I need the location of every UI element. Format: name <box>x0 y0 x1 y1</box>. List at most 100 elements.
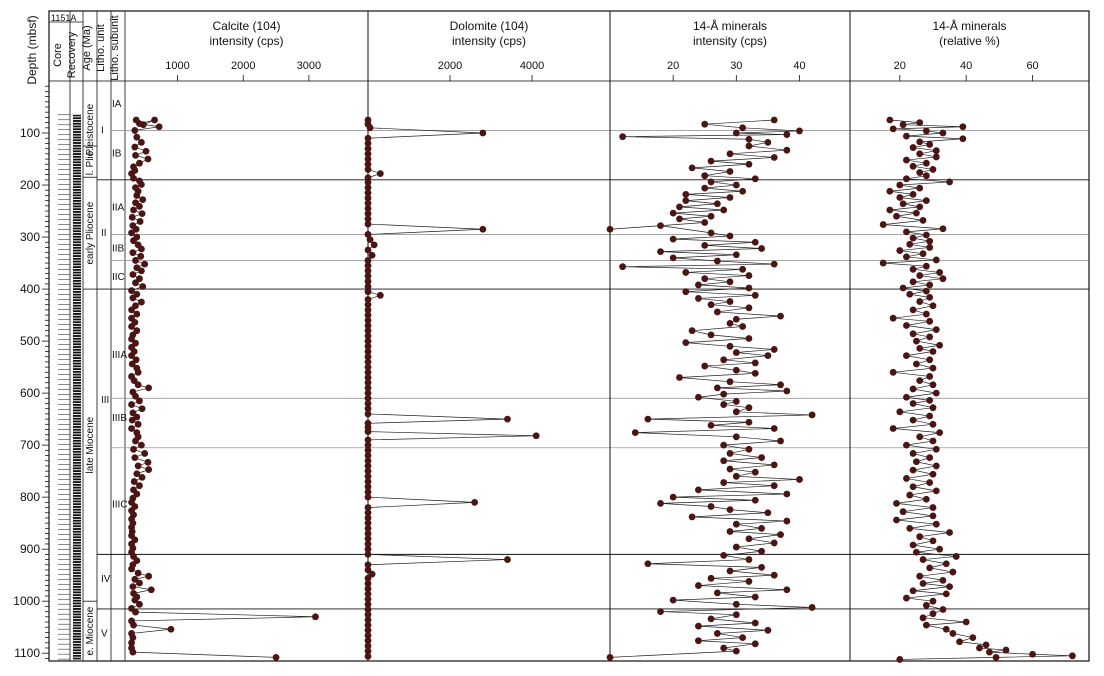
x-tick-label: 4000 <box>520 60 544 72</box>
data-point <box>726 168 734 175</box>
data-point <box>364 174 372 182</box>
recovery-gap <box>73 320 81 322</box>
data-point <box>364 535 372 543</box>
recovery-gap <box>73 364 81 366</box>
data-point <box>732 543 740 551</box>
data-point <box>926 293 934 301</box>
recovery-gap <box>73 375 81 377</box>
data-point <box>745 404 753 412</box>
data-point <box>745 160 753 168</box>
recovery-gap <box>73 516 81 518</box>
depth-tick-label: 800 <box>20 490 40 504</box>
x-tick-label: 20 <box>667 60 679 72</box>
data-point <box>932 462 940 470</box>
data-point <box>726 232 734 240</box>
data-point <box>682 288 690 296</box>
data-point <box>903 475 910 482</box>
data-point <box>922 621 930 629</box>
data-point <box>726 194 734 201</box>
recovery-gap <box>73 353 81 355</box>
recovery-gap <box>73 557 81 559</box>
data-point <box>669 235 677 243</box>
recovery-gap <box>73 328 81 330</box>
recovery-gap <box>73 518 81 520</box>
recovery-gap <box>73 463 81 465</box>
data-point <box>936 341 944 349</box>
data-point <box>136 579 143 587</box>
data-point <box>669 596 677 604</box>
recovery-gap <box>73 223 81 225</box>
data-point <box>949 630 957 637</box>
data-point <box>726 506 734 514</box>
recovery-gap <box>73 419 81 421</box>
data-point <box>364 134 372 142</box>
data-point <box>364 467 372 475</box>
recovery-gap <box>73 292 81 294</box>
recovery-gap <box>73 290 81 291</box>
data-point <box>929 381 937 389</box>
recovery-gap <box>73 590 81 592</box>
data-point <box>942 625 950 633</box>
data-point <box>720 479 728 486</box>
data-point <box>138 245 145 253</box>
data-point <box>707 301 715 309</box>
data-point <box>739 124 747 132</box>
data-point <box>144 458 152 466</box>
recovery-gap <box>73 314 81 316</box>
data-point <box>136 120 143 128</box>
data-point <box>713 308 721 316</box>
data-point <box>919 580 927 587</box>
recovery-gap <box>73 121 81 123</box>
data-point <box>926 237 934 245</box>
data-point <box>893 499 900 507</box>
data-point <box>364 220 372 228</box>
data-point <box>909 278 917 286</box>
data-point <box>695 582 702 589</box>
data-point <box>132 225 140 233</box>
data-point <box>128 229 135 237</box>
data-point <box>695 393 702 401</box>
data-point <box>364 348 372 355</box>
data-point <box>155 123 163 131</box>
recovery-gap <box>73 361 81 363</box>
data-point <box>909 265 917 273</box>
data-point <box>364 637 372 645</box>
data-point <box>916 184 924 192</box>
data-point <box>922 231 930 239</box>
data-point <box>936 269 944 276</box>
recovery-gap <box>73 452 81 454</box>
data-point <box>364 311 372 319</box>
data-point <box>364 524 372 532</box>
data-point <box>364 384 372 392</box>
data-point <box>364 368 372 376</box>
data-point <box>929 166 937 173</box>
data-point <box>139 196 147 204</box>
data-point <box>147 586 155 594</box>
data-point <box>131 143 139 151</box>
data-point <box>136 159 143 167</box>
data-point <box>909 385 917 393</box>
data-point <box>939 129 947 137</box>
recovery-gap <box>73 243 81 245</box>
x-tick-label: 40 <box>960 60 972 72</box>
data-point <box>909 541 917 549</box>
data-point <box>364 296 372 303</box>
data-point <box>707 503 715 510</box>
recovery-gap <box>73 124 81 126</box>
data-point <box>770 539 778 547</box>
recovery-gap <box>73 119 81 121</box>
data-point <box>720 441 728 449</box>
recovery-gap <box>73 146 81 148</box>
recovery-gap <box>73 295 81 297</box>
recovery-gap <box>73 430 81 432</box>
data-point <box>713 384 721 392</box>
data-point <box>726 298 734 305</box>
data-point <box>136 218 144 225</box>
recovery-gap <box>73 232 81 234</box>
data-point <box>129 294 137 302</box>
recovery-gap <box>73 441 81 443</box>
recovery-gap <box>73 345 81 347</box>
recovery-gap <box>73 587 81 589</box>
data-point <box>145 572 153 580</box>
data-point <box>364 626 372 634</box>
